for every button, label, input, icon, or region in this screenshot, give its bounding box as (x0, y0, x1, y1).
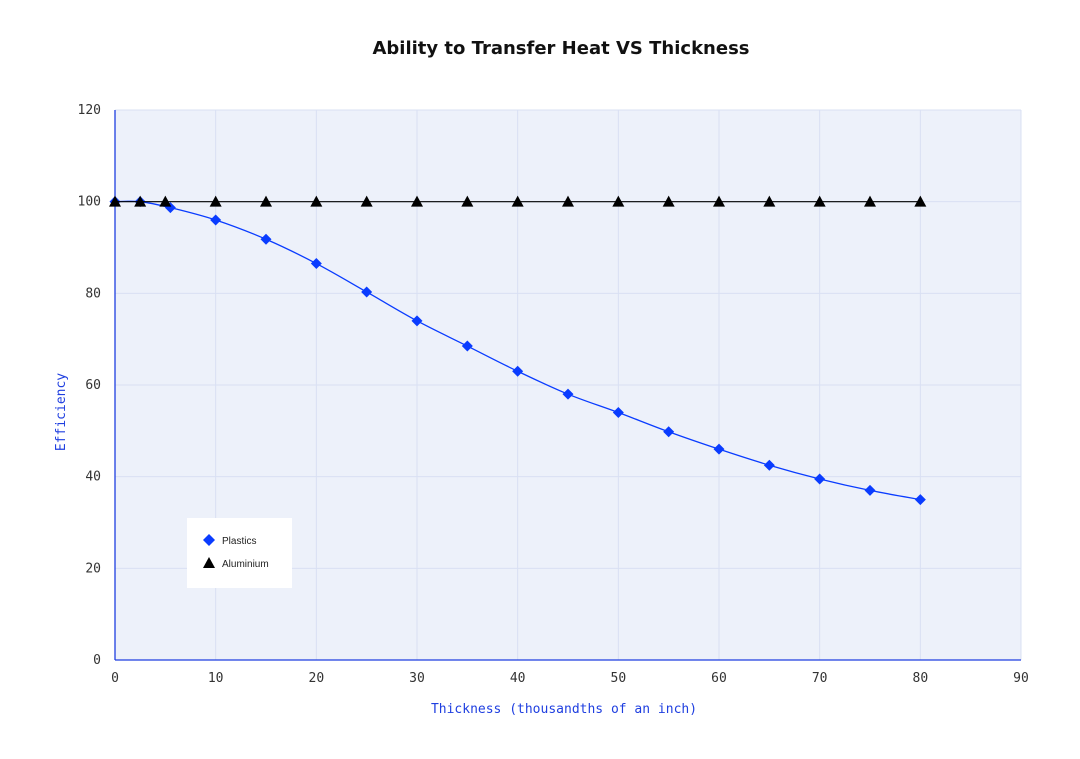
plastics-point (864, 484, 876, 496)
legend-label-aluminium: Aluminium (222, 559, 269, 570)
aluminium-point (109, 195, 121, 207)
x-tick-label: 70 (812, 671, 828, 686)
legend-diamond-marker (203, 534, 215, 546)
aluminium-point (260, 195, 272, 207)
legend-triangle-marker (203, 557, 215, 568)
plastics-point (411, 315, 423, 327)
x-tick-label: 20 (309, 671, 325, 686)
y-tick-label: 80 (85, 286, 101, 301)
aluminium-point (209, 195, 222, 207)
plastics-point (663, 426, 675, 438)
y-tick-label: 100 (78, 195, 101, 210)
chart-title: Ability to Transfer Heat VS Thickness (372, 38, 750, 59)
y-tick-label: 40 (85, 470, 101, 485)
x-tick-label: 80 (913, 671, 929, 686)
series-aluminium (109, 195, 927, 207)
aluminium-point (134, 195, 147, 207)
aluminium-point (461, 195, 474, 207)
series-plastics (109, 196, 926, 506)
plastics-point (562, 388, 574, 400)
x-axis-title: Thickness (thousandths of an inch) (431, 702, 697, 717)
plastics-point (612, 407, 624, 418)
x-tick-label: 50 (611, 671, 627, 686)
y-tick-label: 120 (78, 103, 101, 118)
x-tick-label: 90 (1013, 671, 1029, 686)
aluminium-point (159, 195, 172, 207)
plastics-point (361, 286, 373, 298)
series (109, 195, 927, 506)
plastics-point (512, 365, 524, 377)
aluminium-point (662, 195, 675, 207)
aluminium-point (411, 195, 423, 207)
x-tick-label: 0 (111, 671, 119, 686)
plastics-point (713, 443, 725, 455)
aluminium-point (511, 195, 524, 207)
aluminium-point (763, 195, 776, 207)
plastics-point (260, 233, 272, 245)
plastics-point (310, 258, 322, 270)
plastics-point (814, 473, 826, 485)
x-tick-label: 60 (711, 671, 727, 686)
tick-labels: 0 10 20 30 40 50 60 70 80 90 0 20 40 60 80 100 120 (78, 103, 1029, 686)
aluminium-point (310, 195, 323, 207)
legend: Plastics Aluminium (187, 518, 292, 588)
plastics-point (210, 214, 222, 226)
plastics-point (763, 459, 775, 471)
aluminium-point (813, 195, 826, 207)
y-tick-label: 20 (85, 561, 101, 576)
aluminium-point (864, 195, 876, 207)
legend-box (187, 518, 292, 588)
aluminium-point (360, 195, 373, 207)
x-tick-label: 10 (208, 671, 224, 686)
aluminium-point (612, 195, 625, 207)
aluminium-point (914, 195, 927, 207)
plastics-point (461, 340, 473, 352)
x-tick-label: 30 (409, 671, 425, 686)
aluminium-point (713, 195, 725, 207)
x-tick-label: 40 (510, 671, 526, 686)
y-tick-label: 60 (85, 378, 101, 393)
y-axis-title: Efficiency (54, 373, 69, 451)
aluminium-point (562, 195, 574, 207)
y-tick-label: 0 (93, 653, 101, 668)
plastics-point (914, 494, 926, 506)
legend-label-plastics: Plastics (222, 536, 256, 547)
